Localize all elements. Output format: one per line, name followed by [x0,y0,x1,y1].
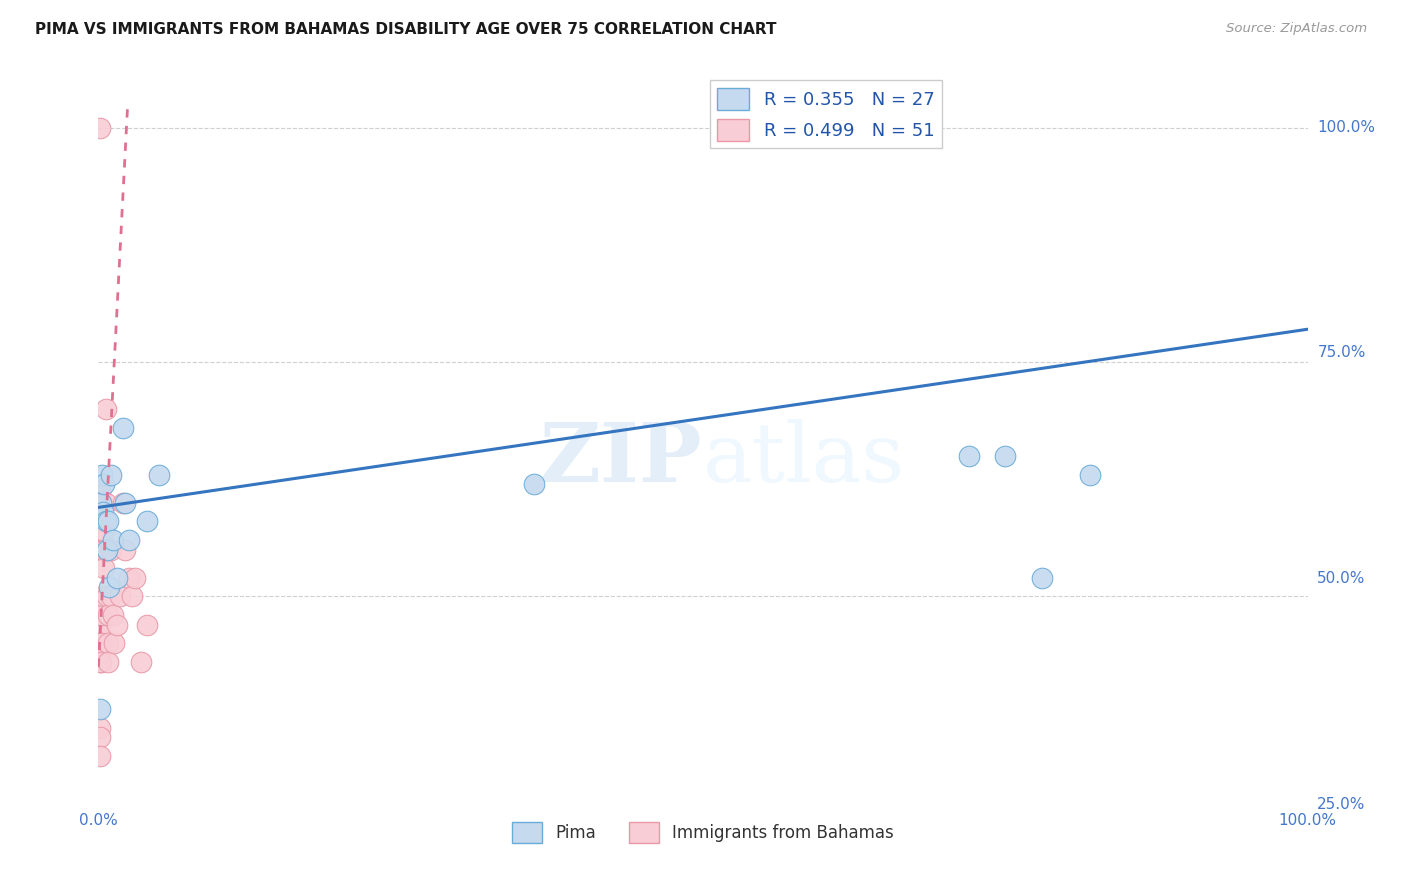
Point [148,467,170,482]
Legend: Pima, Immigrants from Bahamas: Pima, Immigrants from Bahamas [505,815,901,849]
Point [111,496,134,510]
Point [93,524,115,538]
Text: Source: ZipAtlas.com: Source: ZipAtlas.com [1226,22,1367,36]
Point [89,477,111,491]
Point [89,702,111,716]
Point [994,449,1017,463]
Point [90,542,112,557]
Point [89,608,111,623]
Point [105,617,128,632]
Point [90,496,112,510]
Point [111,420,134,434]
Point [96,590,118,604]
Point [100,467,122,482]
Point [91,496,114,510]
Point [89,496,111,510]
Point [101,533,124,548]
Point [103,636,125,650]
Point [93,561,115,575]
Point [97,655,120,669]
Point [837,120,859,135]
Point [96,542,118,557]
Point [89,524,111,538]
Point [873,120,896,135]
Point [91,467,114,482]
Point [100,590,122,604]
Point [91,542,114,557]
Point [93,542,115,557]
Point [97,636,120,650]
Point [89,505,111,519]
Point [100,542,122,557]
Point [90,636,112,650]
Text: PIMA VS IMMIGRANTS FROM BAHAMAS DISABILITY AGE OVER 75 CORRELATION CHART: PIMA VS IMMIGRANTS FROM BAHAMAS DISABILI… [35,22,776,37]
Point [89,627,111,641]
Point [89,655,111,669]
Point [118,533,141,548]
Point [96,542,118,557]
Point [90,608,112,623]
Point [957,449,980,463]
Point [89,748,111,763]
Point [849,120,872,135]
Text: ZIP: ZIP [540,419,703,499]
Point [89,617,111,632]
Point [89,515,111,529]
Point [89,542,111,557]
Point [108,590,131,604]
Point [90,524,112,538]
Point [114,542,136,557]
Point [89,636,111,650]
Text: atlas: atlas [703,419,905,499]
Point [94,401,117,416]
Point [94,515,117,529]
Point [97,608,120,623]
Point [89,533,111,548]
Point [129,655,152,669]
Point [105,571,128,585]
Point [89,646,111,660]
Point [1078,467,1101,482]
Point [89,120,111,135]
Point [114,496,136,510]
Point [89,486,111,500]
Point [813,120,835,135]
Point [89,721,111,735]
Point [89,730,111,744]
Point [118,571,141,585]
Point [90,496,112,510]
Point [94,496,117,510]
Point [98,580,121,594]
Point [124,571,146,585]
Point [91,590,114,604]
Point [97,515,120,529]
Point [135,515,157,529]
Point [135,617,157,632]
Point [1031,571,1053,585]
Point [90,655,112,669]
Point [121,590,143,604]
Point [523,477,546,491]
Point [101,608,124,623]
Point [91,505,114,519]
Point [93,477,115,491]
Point [91,542,114,557]
